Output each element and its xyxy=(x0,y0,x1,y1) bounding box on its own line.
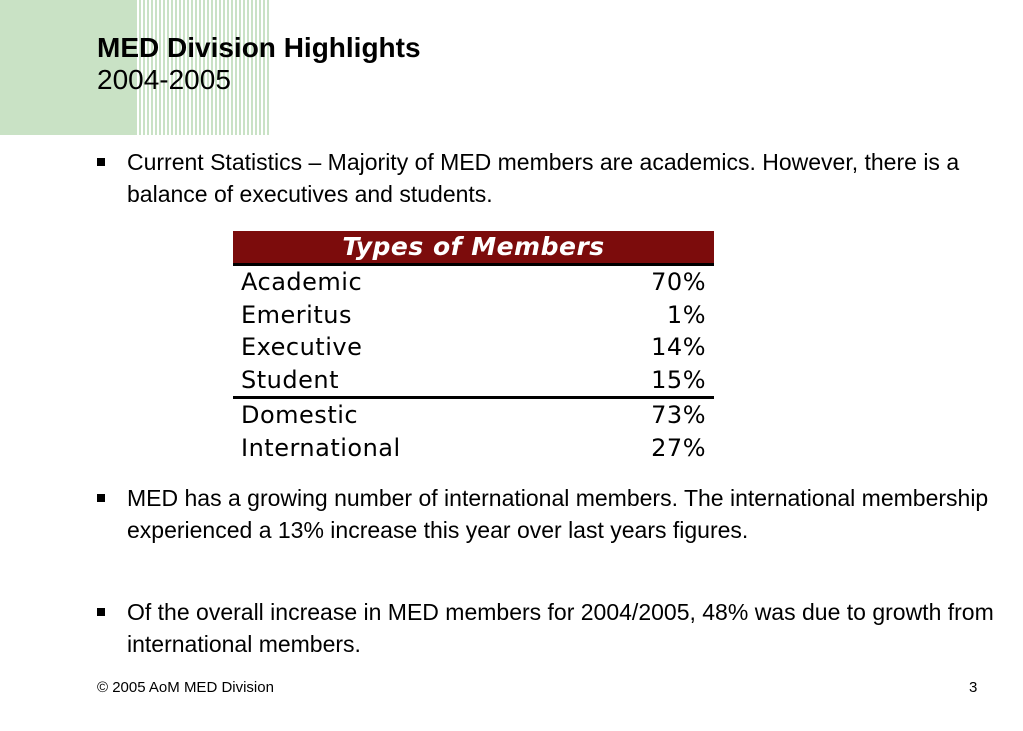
row-label: International xyxy=(241,433,401,462)
slide-subtitle: 2004-2005 xyxy=(97,64,231,95)
bullet-international-growth: MED has a growing number of internationa… xyxy=(97,482,997,546)
row-value: 70% xyxy=(651,268,706,296)
bullet-square-icon xyxy=(97,494,105,502)
row-label: Domestic xyxy=(241,401,359,429)
bullet-square-icon xyxy=(97,158,105,166)
decorative-banner xyxy=(0,0,275,135)
bullet-text: Current Statistics – Majority of MED mem… xyxy=(127,149,960,207)
member-types-table: Types of Members Academic 70% Emeritus 1… xyxy=(233,231,714,464)
table-row: Domestic 73% xyxy=(233,399,714,432)
footer-page-number: 3 xyxy=(969,679,978,696)
row-value: 15% xyxy=(651,365,706,394)
table-row: Student 15% xyxy=(233,364,714,397)
footer-copyright: © 2005 AoM MED Division xyxy=(97,679,274,696)
bullet-text: Of the overall increase in MED members f… xyxy=(127,599,994,657)
row-value: 27% xyxy=(651,433,706,462)
table-row: Academic 70% xyxy=(233,266,714,299)
row-value: 1% xyxy=(666,300,706,329)
row-label: Executive xyxy=(241,333,363,361)
decorative-green-stripes xyxy=(135,0,270,135)
table-row: Executive 14% xyxy=(233,331,714,364)
row-label: Student xyxy=(241,365,339,394)
table-header: Types of Members xyxy=(233,231,714,263)
table-header-rule xyxy=(233,263,714,266)
bullet-current-statistics: Current Statistics – Majority of MED mem… xyxy=(97,146,997,210)
row-label: Emeritus xyxy=(241,300,352,329)
table-row: International 27% xyxy=(233,432,714,465)
row-value: 73% xyxy=(651,401,706,429)
row-value: 14% xyxy=(651,333,706,361)
table-row: Emeritus 1% xyxy=(233,299,714,332)
title-block: MED Division Highlights 2004-2005 xyxy=(97,32,421,96)
decorative-green-block xyxy=(0,0,135,135)
bullet-square-icon xyxy=(97,608,105,616)
slide-title: MED Division Highlights xyxy=(97,32,421,63)
bullet-overall-increase: Of the overall increase in MED members f… xyxy=(97,596,997,660)
table-group-divider xyxy=(233,396,714,399)
row-label: Academic xyxy=(241,268,363,296)
bullet-text: MED has a growing number of internationa… xyxy=(127,485,989,543)
